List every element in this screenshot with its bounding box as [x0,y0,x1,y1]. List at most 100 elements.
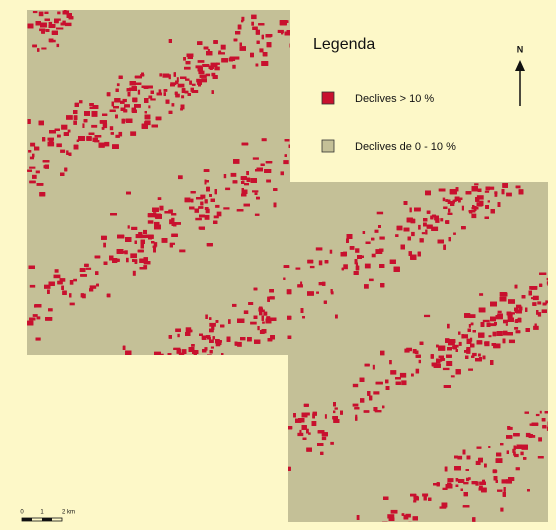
slope-patch [48,139,54,143]
slope-patch [89,285,97,289]
slope-patch [56,143,62,148]
slope-patch [307,259,314,264]
slope-patch [155,116,162,121]
slope-patch [512,448,515,453]
slope-patch [32,174,37,179]
slope-patch [537,301,542,305]
slope-patch [455,478,459,482]
slope-patch [449,339,456,343]
slope-patch [198,206,204,209]
slope-patch [300,308,304,313]
slope-patch [62,290,67,295]
slope-patch [303,403,309,407]
slope-patch [137,249,144,253]
scale-bar-segment [42,518,52,521]
slope-patch [120,107,126,111]
slope-patch [34,146,40,151]
slope-patch [343,264,348,270]
slope-patch [230,172,237,177]
slope-patch [468,210,476,213]
slope-patch [532,295,539,301]
slope-patch [500,507,504,512]
slope-patch [99,120,107,124]
slope-patch [122,118,126,124]
slope-patch [470,322,474,326]
slope-patch [438,355,444,358]
slope-patch [130,253,137,259]
slope-patch [121,118,124,124]
slope-patch [466,455,471,460]
slope-patch [174,222,181,225]
slope-patch [125,350,132,356]
slope-patch [464,313,471,318]
slope-patch [352,403,359,407]
slope-patch [246,177,251,182]
slope-patch [539,410,542,414]
slope-patch [461,226,466,230]
slope-patch [357,255,362,259]
slope-patch [431,362,437,367]
slope-patch [206,186,210,192]
slope-patch [421,232,426,235]
slope-patch [528,290,532,296]
slope-patch [29,317,36,321]
slope-patch [159,73,163,77]
slope-patch [546,281,548,285]
slope-patch [102,113,108,116]
slope-patch [442,197,446,202]
slope-patch [54,18,59,24]
slope-patch [428,497,432,501]
slope-patch [257,326,260,331]
slope-patch [447,478,454,483]
slope-patch [73,144,79,150]
slope-patch [379,264,385,268]
slope-patch [450,375,455,378]
slope-patch [363,410,370,413]
slope-patch [175,93,180,98]
slope-patch [494,192,498,197]
slope-patch [365,241,371,244]
slope-patch [134,75,142,79]
slope-patch [346,234,353,239]
slope-patch [293,413,296,418]
slope-patch [209,328,214,333]
slope-patch [94,255,101,259]
slope-patch [324,260,329,264]
slope-patch [485,186,490,191]
slope-patch [141,85,149,88]
slope-patch [145,234,149,238]
slope-patch [201,335,207,340]
slope-patch [496,452,502,457]
slope-patch [544,411,548,414]
slope-patch [172,242,175,245]
slope-patch [140,239,145,244]
slope-patch [141,72,144,77]
slope-patch [515,185,521,189]
slope-patch [177,83,185,88]
slope-patch [129,87,136,91]
slope-patch [156,92,162,96]
slope-patch [463,492,468,497]
slope-patch [334,407,338,410]
slope-patch [517,317,522,323]
slope-patch [423,222,427,227]
slope-patch [204,180,209,183]
slope-patch [209,350,213,354]
slope-patch [116,258,120,262]
slope-patch [490,360,494,365]
slope-patch [436,358,441,364]
slope-patch [235,31,241,35]
slope-patch [171,103,175,107]
slope-patch [283,265,290,268]
slope-patch [413,500,417,503]
slope-patch [40,22,47,28]
slope-patch [191,90,199,93]
slope-patch [403,201,408,205]
slope-patch [466,338,472,344]
slope-patch [29,180,36,184]
slope-patch [322,281,326,286]
slope-patch [395,234,399,237]
slope-patch [499,296,507,302]
slope-patch [376,211,384,215]
slope-patch [205,335,211,338]
